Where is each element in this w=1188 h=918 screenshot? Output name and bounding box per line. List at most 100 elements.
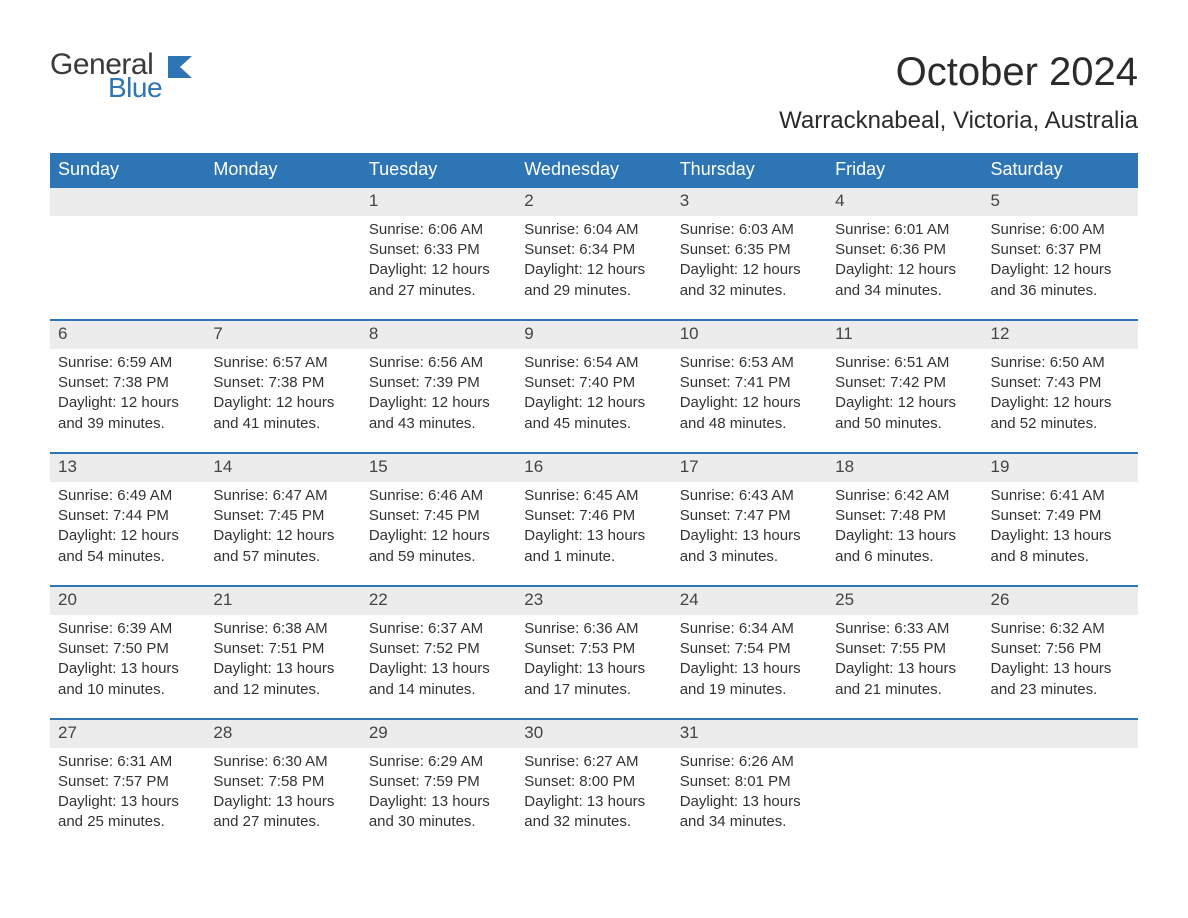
day-cell: 5Sunrise: 6:00 AMSunset: 6:37 PMDaylight… (983, 188, 1138, 319)
day-number: 8 (361, 321, 516, 349)
sunset-text: Sunset: 7:46 PM (524, 506, 663, 526)
day-cell: 14Sunrise: 6:47 AMSunset: 7:45 PMDayligh… (205, 454, 360, 585)
day-cell: 12 Sunrise: 6:50 AMSunset: 7:43 PMDayligh… (983, 321, 1138, 452)
daylight-text: Daylight: 13 hours and 10 minutes. (58, 659, 197, 700)
day-number: 31 (672, 720, 827, 748)
day-number: 24 (672, 587, 827, 615)
sunrise-text: Sunrise: 6:29 AM (369, 752, 508, 772)
sunset-text: Sunset: 7:48 PM (835, 506, 974, 526)
sunrise-text: Sunrise: 6:38 AM (213, 619, 352, 639)
logo-text: General Blue (50, 50, 162, 102)
daylight-text: Daylight: 12 hours and 54 minutes. (58, 526, 197, 567)
sunrise-text: Sunrise: 6:50 AM (991, 353, 1130, 373)
week-row: 6Sunrise: 6:59 AMSunset: 7:38 PMDaylight… (50, 319, 1138, 452)
daylight-text: Daylight: 13 hours and 19 minutes. (680, 659, 819, 700)
daylight-text: Daylight: 12 hours and 45 minutes. (524, 393, 663, 434)
day-content: Sunrise: 6:38 AMSunset: 7:51 PMDaylight:… (205, 615, 360, 718)
day-content: Sunrise: 6:51 AMSunset: 7:42 PMDaylight:… (827, 349, 982, 452)
day-content: Sunrise: 6:06 AMSunset: 6:33 PMDaylight:… (361, 216, 516, 319)
daylight-text: Daylight: 13 hours and 17 minutes. (524, 659, 663, 700)
day-number: 9 (516, 321, 671, 349)
day-cell: 7Sunrise: 6:57 AMSunset: 7:38 PMDaylight… (205, 321, 360, 452)
day-content: Sunrise: 6:36 AMSunset: 7:53 PMDaylight:… (516, 615, 671, 718)
daylight-text: Daylight: 13 hours and 6 minutes. (835, 526, 974, 567)
day-content: Sunrise: 6:42 AMSunset: 7:48 PMDaylight:… (827, 482, 982, 585)
sunset-text: Sunset: 7:43 PM (991, 373, 1130, 393)
week-row: 27Sunrise: 6:31 AMSunset: 7:57 PMDayligh… (50, 718, 1138, 851)
sunset-text: Sunset: 7:59 PM (369, 772, 508, 792)
day-content: Sunrise: 6:53 AMSunset: 7:41 PMDaylight:… (672, 349, 827, 452)
sunrise-text: Sunrise: 6:00 AM (991, 220, 1130, 240)
day-cell: 20Sunrise: 6:39 AMSunset: 7:50 PMDayligh… (50, 587, 205, 718)
day-number: 4 (827, 188, 982, 216)
day-number: 13 (50, 454, 205, 482)
day-number: 12 (983, 321, 1138, 349)
daylight-text: Daylight: 13 hours and 8 minutes. (991, 526, 1130, 567)
day-cell: 10Sunrise: 6:53 AMSunset: 7:41 PMDayligh… (672, 321, 827, 452)
daylight-text: Daylight: 13 hours and 32 minutes. (524, 792, 663, 833)
day-content: Sunrise: 6:31 AMSunset: 7:57 PMDaylight:… (50, 748, 205, 851)
day-number: 18 (827, 454, 982, 482)
day-content: Sunrise: 6:57 AMSunset: 7:38 PMDaylight:… (205, 349, 360, 452)
sunset-text: Sunset: 7:50 PM (58, 639, 197, 659)
daylight-text: Daylight: 12 hours and 32 minutes. (680, 260, 819, 301)
sunset-text: Sunset: 6:34 PM (524, 240, 663, 260)
sunset-text: Sunset: 7:53 PM (524, 639, 663, 659)
day-content: Sunrise: 6:45 AMSunset: 7:46 PMDaylight:… (516, 482, 671, 585)
day-content (983, 748, 1138, 770)
daylight-text: Daylight: 12 hours and 36 minutes. (991, 260, 1130, 301)
day-cell: 11Sunrise: 6:51 AMSunset: 7:42 PMDayligh… (827, 321, 982, 452)
day-cell: 31Sunrise: 6:26 AMSunset: 8:01 PMDayligh… (672, 720, 827, 851)
daylight-text: Daylight: 12 hours and 34 minutes. (835, 260, 974, 301)
sunrise-text: Sunrise: 6:01 AM (835, 220, 974, 240)
sunset-text: Sunset: 7:41 PM (680, 373, 819, 393)
location: Warracknabeal, Victoria, Australia (779, 107, 1138, 135)
sunset-text: Sunset: 8:00 PM (524, 772, 663, 792)
day-content: Sunrise: 6:01 AMSunset: 6:36 PMDaylight:… (827, 216, 982, 319)
day-empty (827, 720, 982, 851)
weekday-wednesday: Wednesday (516, 153, 671, 188)
day-cell: 15Sunrise: 6:46 AMSunset: 7:45 PMDayligh… (361, 454, 516, 585)
sunrise-text: Sunrise: 6:36 AM (524, 619, 663, 639)
sunset-text: Sunset: 7:45 PM (369, 506, 508, 526)
day-empty (205, 188, 360, 319)
day-content: Sunrise: 6:32 AMSunset: 7:56 PMDaylight:… (983, 615, 1138, 718)
day-cell: 27Sunrise: 6:31 AMSunset: 7:57 PMDayligh… (50, 720, 205, 851)
day-number: 25 (827, 587, 982, 615)
day-cell: 17Sunrise: 6:43 AMSunset: 7:47 PMDayligh… (672, 454, 827, 585)
day-content (827, 748, 982, 770)
day-content: Sunrise: 6:03 AMSunset: 6:35 PMDaylight:… (672, 216, 827, 319)
sunset-text: Sunset: 7:55 PM (835, 639, 974, 659)
sunset-text: Sunset: 7:47 PM (680, 506, 819, 526)
daylight-text: Daylight: 13 hours and 3 minutes. (680, 526, 819, 567)
day-number: 11 (827, 321, 982, 349)
daylight-text: Daylight: 12 hours and 59 minutes. (369, 526, 508, 567)
day-cell: 26Sunrise: 6:32 AMSunset: 7:56 PMDayligh… (983, 587, 1138, 718)
header-row: General Blue October 2024 Warracknabeal,… (50, 50, 1138, 135)
day-number: 2 (516, 188, 671, 216)
day-number: 14 (205, 454, 360, 482)
day-content: Sunrise: 6:29 AMSunset: 7:59 PMDaylight:… (361, 748, 516, 851)
daylight-text: Daylight: 13 hours and 34 minutes. (680, 792, 819, 833)
daylight-text: Daylight: 12 hours and 48 minutes. (680, 393, 819, 434)
sunset-text: Sunset: 6:33 PM (369, 240, 508, 260)
sunrise-text: Sunrise: 6:31 AM (58, 752, 197, 772)
day-content: Sunrise: 6:39 AMSunset: 7:50 PMDaylight:… (50, 615, 205, 718)
day-number: 29 (361, 720, 516, 748)
sunset-text: Sunset: 6:35 PM (680, 240, 819, 260)
daylight-text: Daylight: 13 hours and 14 minutes. (369, 659, 508, 700)
daylight-text: Daylight: 12 hours and 52 minutes. (991, 393, 1130, 434)
daylight-text: Daylight: 13 hours and 30 minutes. (369, 792, 508, 833)
day-number: 27 (50, 720, 205, 748)
daylight-text: Daylight: 12 hours and 57 minutes. (213, 526, 352, 567)
logo: General Blue (50, 50, 198, 102)
day-content: Sunrise: 6:00 AMSunset: 6:37 PMDaylight:… (983, 216, 1138, 319)
month-title: October 2024 (779, 50, 1138, 95)
day-cell: 16Sunrise: 6:45 AMSunset: 7:46 PMDayligh… (516, 454, 671, 585)
sunrise-text: Sunrise: 6:34 AM (680, 619, 819, 639)
sunrise-text: Sunrise: 6:26 AM (680, 752, 819, 772)
weekday-friday: Friday (827, 153, 982, 188)
sunrise-text: Sunrise: 6:27 AM (524, 752, 663, 772)
sunrise-text: Sunrise: 6:49 AM (58, 486, 197, 506)
day-cell: 4Sunrise: 6:01 AMSunset: 6:36 PMDaylight… (827, 188, 982, 319)
